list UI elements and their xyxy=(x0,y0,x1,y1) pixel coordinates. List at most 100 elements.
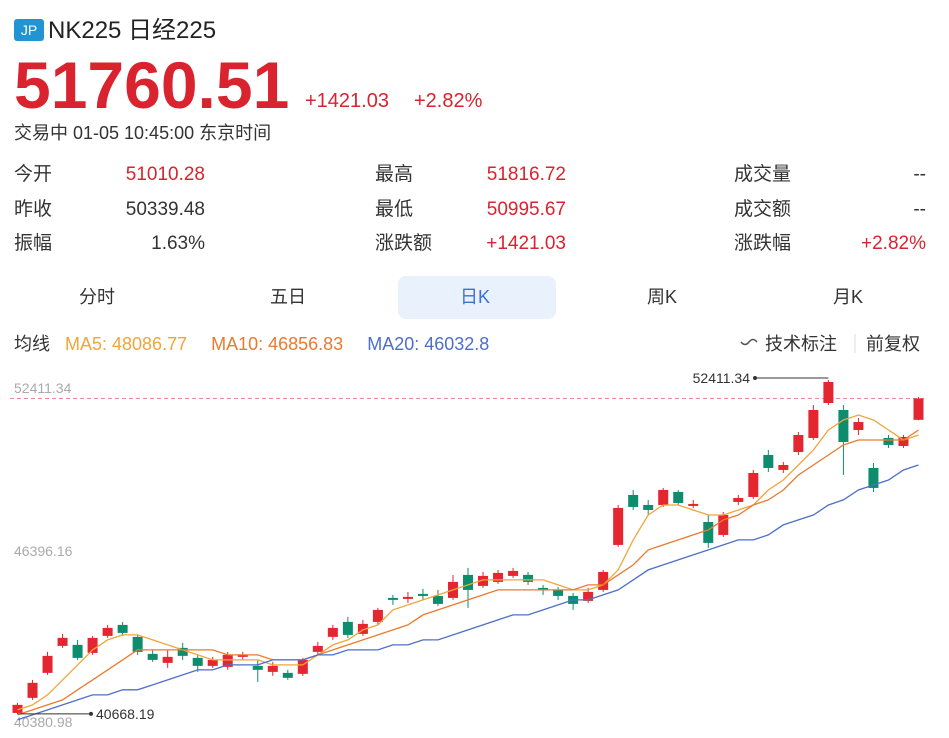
candle-body xyxy=(763,454,774,468)
candle-body xyxy=(883,437,894,445)
candle-body xyxy=(913,398,924,420)
tab[interactable]: 日K xyxy=(460,287,490,307)
candle-body xyxy=(417,593,428,596)
candle-body xyxy=(538,587,549,590)
candle-body xyxy=(613,507,624,545)
candle-body xyxy=(372,609,383,622)
candle-body xyxy=(177,647,188,656)
candle-body xyxy=(312,645,323,652)
tab[interactable]: 周K xyxy=(647,287,677,307)
candle-body xyxy=(493,572,504,582)
y-tick-label: 52411.34 xyxy=(14,380,72,396)
price-change: +1421.03 xyxy=(305,90,389,112)
trade-status: 交易中 01-05 10:45:00 东京时间 xyxy=(14,123,271,143)
stat-value: 1.63% xyxy=(151,233,205,254)
tab[interactable]: 月K xyxy=(833,287,863,307)
stat-label: 最高 xyxy=(375,163,413,185)
candle-body xyxy=(342,621,353,635)
stat-label: 最低 xyxy=(375,198,413,220)
stat-label: 成交量 xyxy=(734,163,791,185)
min-marker-label: 40668.19 xyxy=(96,706,155,722)
stat-value: +2.82% xyxy=(861,233,926,254)
annotate-icon xyxy=(740,338,758,346)
candle-body xyxy=(643,504,654,510)
candle-body xyxy=(718,514,729,535)
candle-body xyxy=(132,636,143,652)
candle-body xyxy=(823,381,834,404)
candle-body xyxy=(898,436,909,446)
ma-line xyxy=(17,464,919,721)
max-marker-label: 52411.34 xyxy=(693,370,751,386)
ma-line xyxy=(17,429,919,716)
candle-body xyxy=(87,637,98,653)
stat-value: -- xyxy=(913,199,926,220)
candle-body xyxy=(57,637,68,646)
candle-body xyxy=(673,491,684,503)
stat-label: 昨收 xyxy=(14,198,52,220)
candle-body xyxy=(553,589,564,596)
candle-body xyxy=(42,655,53,673)
candle-body xyxy=(237,654,248,657)
candle-body xyxy=(793,434,804,452)
candle-body xyxy=(508,570,519,576)
tab[interactable]: 分时 xyxy=(79,287,115,307)
tab[interactable]: 五日 xyxy=(270,287,306,307)
stat-label: 振幅 xyxy=(14,232,52,254)
candle-body xyxy=(688,503,699,506)
candle-body xyxy=(478,575,489,586)
stat-label: 涨跌幅 xyxy=(734,232,791,254)
candle-body xyxy=(733,497,744,502)
candle-body xyxy=(838,410,849,442)
ma-legend: MA20: 46032.8 xyxy=(367,334,489,354)
ma-line xyxy=(17,414,919,711)
candle-body xyxy=(357,623,368,634)
min-marker-dot xyxy=(89,711,93,716)
stat-label: 成交额 xyxy=(734,198,791,220)
candle-body xyxy=(252,665,263,670)
candle-body xyxy=(868,467,879,488)
candle-body xyxy=(162,656,173,663)
y-tick-label: 46396.16 xyxy=(14,543,73,559)
candle-body xyxy=(222,654,233,667)
active-tab-bg xyxy=(398,276,556,319)
candle-body xyxy=(117,624,128,633)
stat-value: 51010.28 xyxy=(126,164,205,185)
candle-body xyxy=(327,627,338,637)
price-change-pct: +2.82% xyxy=(414,90,483,112)
chart-tool[interactable]: 前复权 xyxy=(866,334,920,354)
candle-body xyxy=(147,653,158,660)
index-name: NK225 日经225 xyxy=(48,17,216,44)
candle-body xyxy=(463,574,473,590)
chart-tool[interactable]: 技术标注 xyxy=(765,334,837,354)
candle-body xyxy=(297,659,308,674)
candle-body xyxy=(387,597,398,600)
candle-body xyxy=(808,410,819,438)
price: 51760.51 xyxy=(14,48,289,122)
stat-label: 今开 xyxy=(14,163,52,185)
stat-value: 50339.48 xyxy=(126,199,205,220)
candle-body xyxy=(102,627,113,636)
candle-body xyxy=(658,489,669,505)
ma-legend: MA5: 48086.77 xyxy=(65,334,187,354)
candle-body xyxy=(432,595,443,604)
market-badge xyxy=(14,19,44,41)
candle-body xyxy=(523,574,534,582)
candle-body xyxy=(72,644,83,658)
stat-value: 50995.67 xyxy=(487,199,566,220)
stat-value: 51816.72 xyxy=(487,164,566,185)
candle-body xyxy=(583,591,594,601)
candle-body xyxy=(207,659,218,666)
candle-body xyxy=(282,672,293,678)
candle-body xyxy=(748,472,759,497)
candle-body xyxy=(778,464,789,470)
stat-value: -- xyxy=(913,164,926,185)
candle-body xyxy=(192,657,203,666)
candle-body xyxy=(598,571,609,590)
candle-body xyxy=(27,682,38,698)
y-tick-label: 40380.98 xyxy=(14,714,73,730)
stat-value: +1421.03 xyxy=(486,233,566,254)
ma-legend: MA10: 46856.83 xyxy=(211,334,343,354)
candle-body xyxy=(703,521,714,543)
candle-body xyxy=(267,665,278,672)
